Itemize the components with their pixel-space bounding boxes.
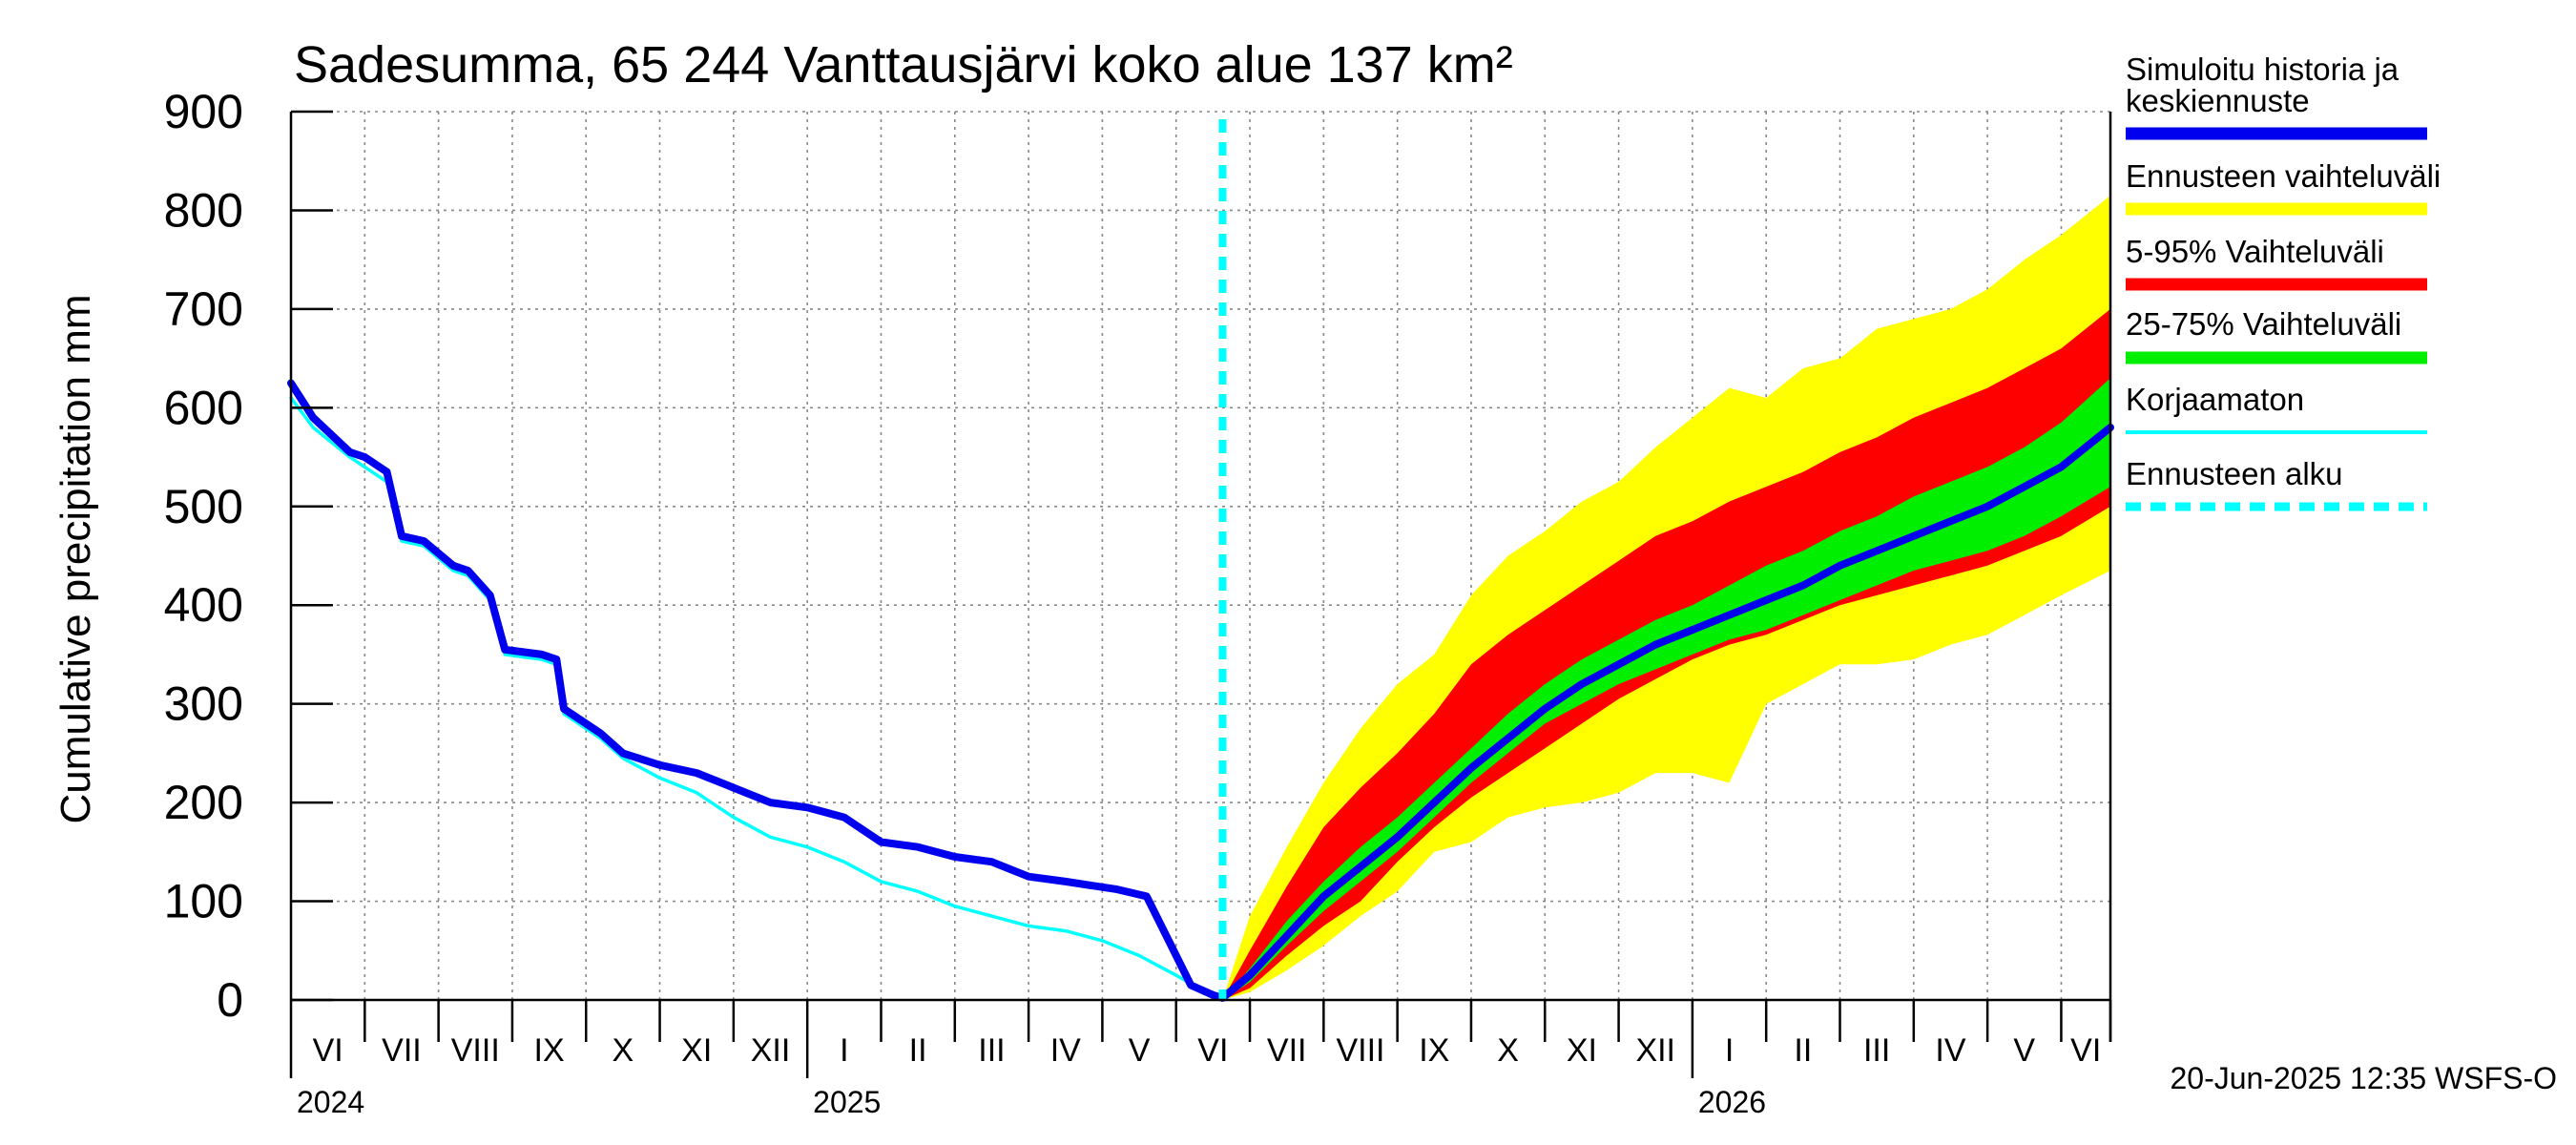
year-label: 2026 (1698, 1085, 1766, 1119)
month-label: XII (751, 1032, 791, 1069)
timestamp-label: 20-Jun-2025 12:35 WSFS-O (2170, 1061, 2557, 1095)
month-label: I (1725, 1032, 1734, 1069)
y-tick-label: 700 (164, 282, 243, 336)
month-label: V (2013, 1032, 2035, 1069)
legend-label-korjaamaton: Korjaamaton (2126, 382, 2304, 417)
month-label: I (840, 1032, 848, 1069)
month-label: VII (1267, 1032, 1307, 1069)
year-label: 2024 (297, 1085, 364, 1119)
month-label: III (978, 1032, 1005, 1069)
legend-label-ennusteen-vaihteluv-li: Ennusteen vaihteluväli (2126, 158, 2441, 194)
y-tick-label: 300 (164, 677, 243, 731)
month-label: IV (1935, 1032, 1965, 1069)
year-label: 2025 (813, 1085, 881, 1119)
month-label: V (1129, 1032, 1151, 1069)
legend-label-25-75-vaihteluv-li: 25-75% Vaihteluväli (2126, 306, 2401, 342)
y-tick-label: 200 (164, 776, 243, 829)
y-tick-label: 500 (164, 480, 243, 533)
chart-title: Sadesumma, 65 244 Vanttausjärvi koko alu… (294, 36, 1513, 94)
y-axis-label: Cumulative precipitation mm (52, 294, 99, 823)
uncorrected-line (289, 396, 1225, 1000)
month-label: II (909, 1032, 927, 1069)
month-label: XI (1567, 1032, 1597, 1069)
month-label: VI (313, 1032, 343, 1069)
y-tick-label: 0 (217, 973, 243, 1027)
series-lines (287, 119, 2114, 1002)
month-label: IX (1419, 1032, 1449, 1069)
legend-label-simuloitu-historia-ja-keskiennuste: Simuloitu historia ja keskiennuste (2126, 52, 2399, 118)
month-label: VII (382, 1032, 422, 1069)
month-label: VIII (451, 1032, 500, 1069)
month-label: VI (2070, 1032, 2101, 1069)
month-label: XII (1635, 1032, 1675, 1069)
month-label: II (1794, 1032, 1812, 1069)
legend: Simuloitu historia ja keskiennuste Ennuste… (2126, 52, 2441, 511)
month-label: III (1863, 1032, 1890, 1069)
forecast-bands (1222, 195, 2110, 1000)
legend-label-5-95-vaihteluv-li: 5-95% Vaihteluväli (2126, 234, 2384, 269)
month-label: VIII (1336, 1032, 1384, 1069)
month-label: X (1497, 1032, 1519, 1069)
month-label: X (613, 1032, 634, 1069)
month-label: IX (534, 1032, 565, 1069)
y-tick-label: 900 (164, 85, 243, 138)
month-label: VI (1197, 1032, 1228, 1069)
y-tick-label: 600 (164, 381, 243, 434)
band-p25-75 (1222, 378, 2110, 1000)
y-tick-label: 100 (164, 875, 243, 928)
y-tick-label: 800 (164, 183, 243, 237)
month-label: IV (1050, 1032, 1081, 1069)
y-tick-label: 400 (164, 578, 243, 632)
simulated-median-line (287, 379, 2114, 1002)
month-label: XI (681, 1032, 712, 1069)
legend-label-ennusteen-alku: Ennusteen alku (2126, 456, 2343, 491)
